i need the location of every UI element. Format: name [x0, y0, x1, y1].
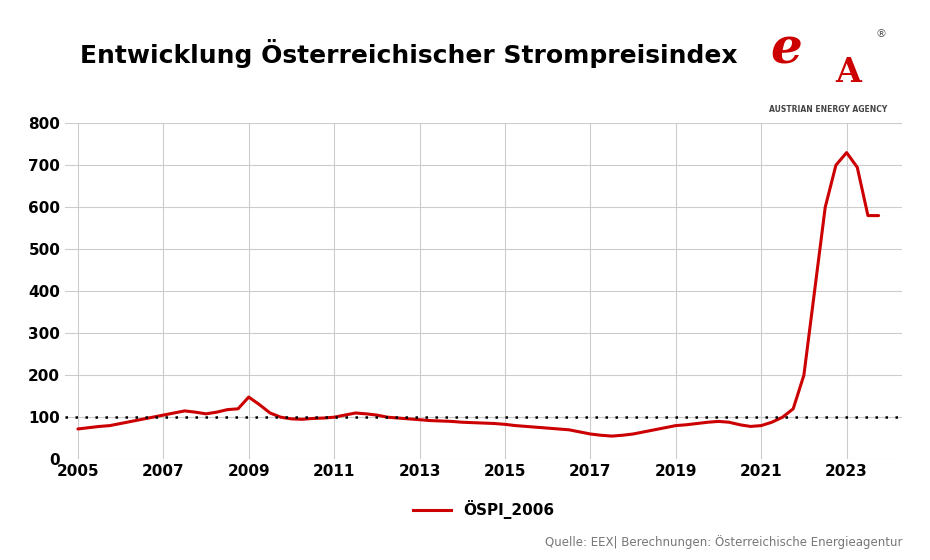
Text: ®: ®	[876, 29, 887, 39]
Text: AUSTRIAN ENERGY AGENCY: AUSTRIAN ENERGY AGENCY	[768, 105, 887, 114]
Text: A: A	[835, 57, 861, 89]
Text: Entwicklung Österreichischer Strompreisindex: Entwicklung Österreichischer Strompreisi…	[81, 39, 737, 68]
Text: e: e	[770, 26, 802, 75]
Legend: ÖSPI_2006: ÖSPI_2006	[406, 494, 561, 525]
Text: Quelle: EEX| Berechnungen: Österreichische Energieagentur: Quelle: EEX| Berechnungen: Österreichisc…	[545, 535, 902, 549]
